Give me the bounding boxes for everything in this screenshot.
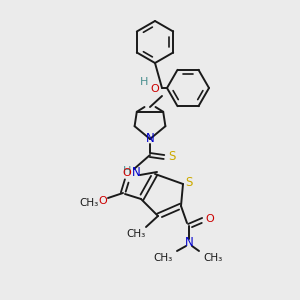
Text: N: N xyxy=(146,131,154,145)
Text: O: O xyxy=(99,196,107,206)
Text: H: H xyxy=(140,77,148,87)
Text: N: N xyxy=(184,236,194,248)
Text: N: N xyxy=(132,167,140,179)
Text: CH₃: CH₃ xyxy=(203,253,223,263)
Text: O: O xyxy=(151,84,159,94)
Text: S: S xyxy=(185,176,193,188)
Text: O: O xyxy=(206,214,214,224)
Text: CH₃: CH₃ xyxy=(153,253,172,263)
Text: CH₃: CH₃ xyxy=(80,198,99,208)
Text: H: H xyxy=(123,166,131,176)
Text: S: S xyxy=(168,151,176,164)
Text: CH₃: CH₃ xyxy=(126,229,146,239)
Text: O: O xyxy=(123,168,131,178)
